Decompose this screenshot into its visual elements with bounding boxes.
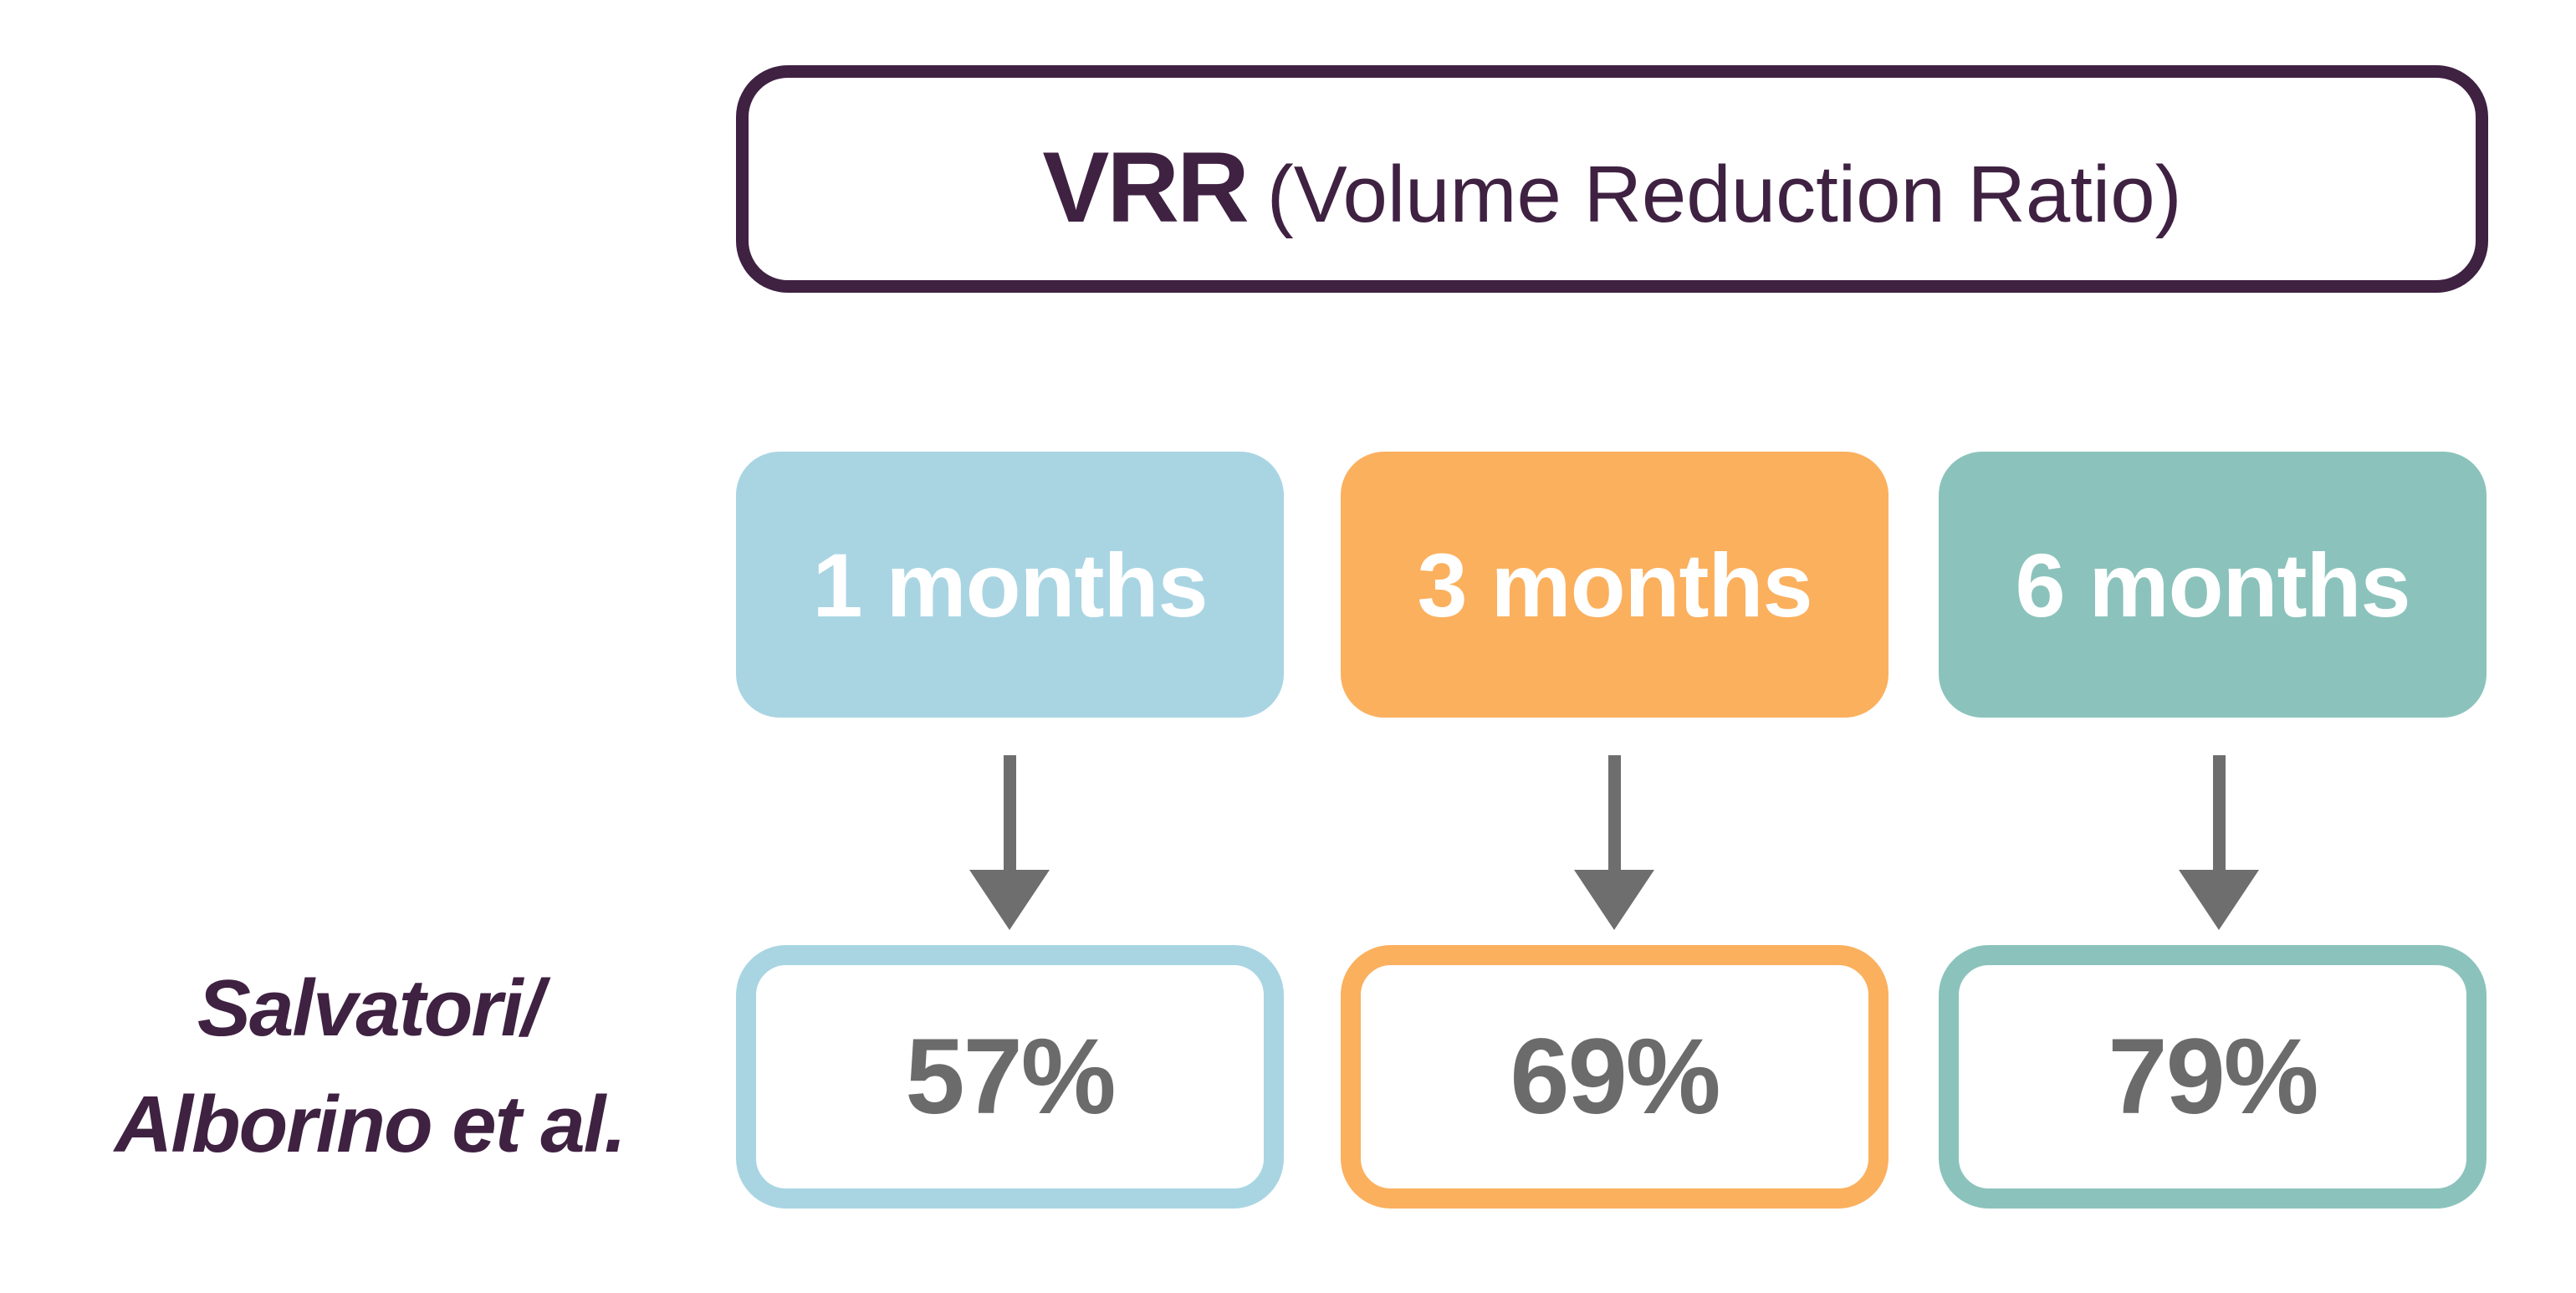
down-arrow-icon	[1574, 870, 1654, 930]
month-box-6-months: 6 months	[1939, 452, 2487, 718]
down-arrow-icon	[1608, 755, 1621, 872]
vrr-title-box: VRR (Volume Reduction Ratio)	[736, 65, 2488, 293]
study-row-label-line1: Salvatori/	[197, 963, 544, 1053]
study-row-label: Salvatori/ Alborino et al.	[15, 950, 724, 1183]
vrr-title-main: VRR	[1042, 131, 1249, 243]
vrr-title-sub: (Volume Reduction Ratio)	[1266, 150, 2182, 239]
down-arrow-icon	[1004, 755, 1016, 872]
value-box-3-months: 69%	[1341, 945, 1889, 1209]
value-box-6-months: 79%	[1939, 945, 2487, 1209]
down-arrow-icon	[2179, 870, 2259, 930]
month-box-3-months: 3 months	[1341, 452, 1889, 718]
value-box-1-months: 57%	[736, 945, 1284, 1209]
down-arrow-icon	[969, 870, 1050, 930]
study-row-label-line2: Alborino et al.	[114, 1080, 626, 1170]
down-arrow-icon	[2213, 755, 2226, 872]
month-box-1-months: 1 months	[736, 452, 1284, 718]
